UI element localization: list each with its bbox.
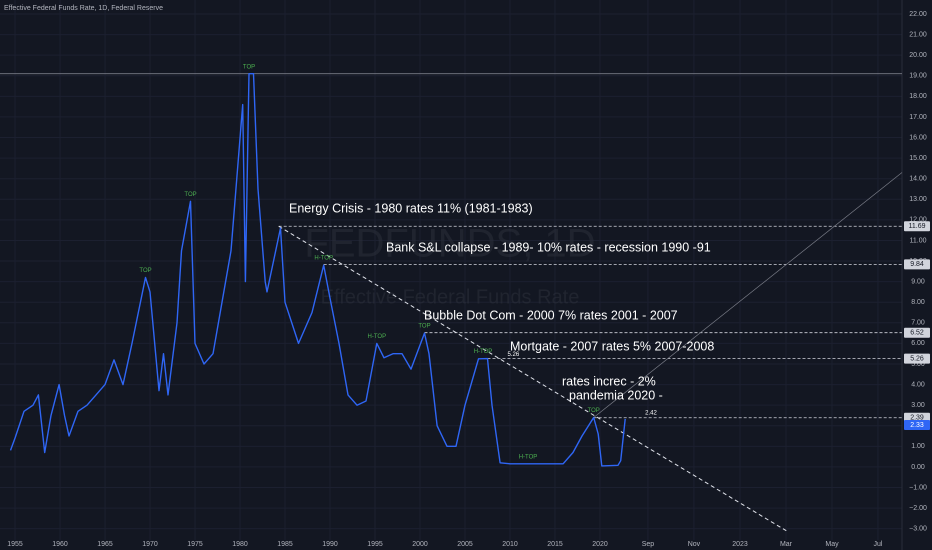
y-tick-label: 16.00 xyxy=(909,134,927,141)
annotation: Bubble Dot Com - 2000 7% rates 2001 - 20… xyxy=(424,308,678,322)
x-tick-label: 1975 xyxy=(187,541,203,548)
y-tick-label: 5.00 xyxy=(911,361,925,368)
y-tick-label: 4.00 xyxy=(911,381,925,388)
x-tick-label: May xyxy=(825,541,839,548)
x-tick-label: 2020 xyxy=(592,541,608,548)
trendline xyxy=(593,172,903,418)
x-tick-label: 1955 xyxy=(7,541,23,548)
marker-label: 5.26 xyxy=(507,352,519,358)
annotation: Energy Crisis - 1980 rates 11% (1981-198… xyxy=(289,201,533,215)
y-tick-label: 15.00 xyxy=(909,155,927,162)
top-label: TOP xyxy=(243,64,255,70)
x-tick-label: 1995 xyxy=(367,541,383,548)
y-tick-label: 13.00 xyxy=(909,196,927,203)
top-label: H-TOP xyxy=(368,334,387,340)
x-tick-label: 1970 xyxy=(142,541,158,548)
level-label: 2.39 xyxy=(910,415,924,422)
y-tick-label: 9.00 xyxy=(911,278,925,285)
x-tick-label: Mar xyxy=(780,541,793,548)
y-tick-label: −2.00 xyxy=(909,505,927,512)
top-label: H-TOP xyxy=(314,256,333,262)
header: Effective Federal Funds Rate, 1D, Federa… xyxy=(4,5,163,12)
y-tick-label: 3.00 xyxy=(911,402,925,409)
level-tag xyxy=(904,259,930,270)
x-tick-label: Sep xyxy=(642,541,655,548)
top-label: TOP xyxy=(184,192,196,198)
level-tag xyxy=(904,221,930,232)
y-tick-label: −3.00 xyxy=(909,526,927,533)
x-tick-label: Jul xyxy=(873,541,882,548)
x-tick-label: 1990 xyxy=(322,541,338,548)
level-label: 6.52 xyxy=(910,330,924,337)
y-tick-label: −1.00 xyxy=(909,484,927,491)
x-tick-label: 2000 xyxy=(412,541,428,548)
x-tick-label: Nov xyxy=(688,541,701,548)
annotation: Mortgate - 2007 rates 5% 2007-2008 xyxy=(510,339,714,353)
trendline xyxy=(278,225,787,532)
level-label: 5.26 xyxy=(910,355,924,362)
watermark: Effective Federal Funds Rate xyxy=(321,286,580,308)
y-tick-label: 0.00 xyxy=(911,464,925,471)
level-label: 9.84 xyxy=(910,261,924,268)
top-label: TOP xyxy=(139,268,151,274)
top-label: H-TOP xyxy=(474,349,493,355)
y-tick-label: 17.00 xyxy=(909,114,927,121)
x-tick-label: 2023 xyxy=(732,541,748,548)
y-tick-label: 22.00 xyxy=(909,11,927,18)
y-tick-label: 20.00 xyxy=(909,52,927,59)
data-line xyxy=(9,72,626,467)
last-value-label: 2.33 xyxy=(910,422,924,429)
y-tick-label: 21.00 xyxy=(909,31,927,38)
annotation: Bank S&L collapse - 1989- 10% rates - re… xyxy=(386,240,711,254)
watermark: FEDFUNDS, 1D xyxy=(304,222,595,266)
x-tick-label: 1980 xyxy=(232,541,248,548)
top-label: TOP xyxy=(588,408,600,414)
y-tick-label: 11.00 xyxy=(910,237,927,244)
level-tag xyxy=(904,327,930,338)
x-tick-label: 2015 xyxy=(547,541,563,548)
level-tag xyxy=(904,353,930,364)
x-tick-label: 1960 xyxy=(52,541,68,548)
y-tick-label: 19.00 xyxy=(909,73,927,80)
y-tick-label: 7.00 xyxy=(911,320,925,327)
x-tick-label: 1985 xyxy=(277,541,293,548)
y-tick-label: 12.00 xyxy=(909,217,927,224)
y-tick-label: 8.00 xyxy=(911,299,925,306)
x-tick-label: 1965 xyxy=(97,541,113,548)
annotation: pandemia 2020 - xyxy=(569,388,663,402)
x-tick-label: 2005 xyxy=(457,541,473,548)
x-tick-label: 2010 xyxy=(502,541,518,548)
marker-label: 2.42 xyxy=(645,411,657,417)
y-tick-label: 6.00 xyxy=(911,340,925,347)
top-label: TOP xyxy=(418,324,430,330)
y-tick-label: 1.00 xyxy=(911,443,925,450)
y-tick-label: 18.00 xyxy=(909,93,927,100)
level-label: 11.69 xyxy=(909,223,926,230)
last-value-tag xyxy=(904,419,930,430)
y-tick-label: 14.00 xyxy=(909,176,927,183)
annotation: rates increc - 2% xyxy=(562,374,656,388)
top-label: H-TOP xyxy=(519,454,538,460)
